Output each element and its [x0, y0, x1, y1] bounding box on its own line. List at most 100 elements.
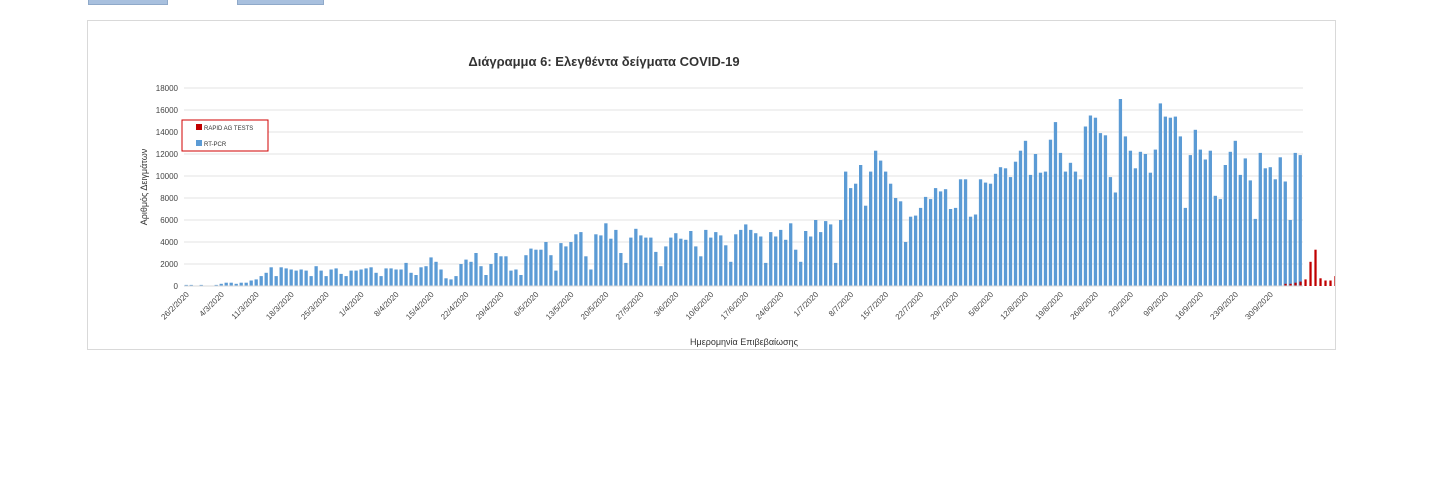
y-tick-label: 8000 [160, 194, 178, 203]
x-tick-label: 15/4/2020 [404, 290, 436, 322]
rt-pcr-bar [569, 242, 573, 286]
x-tick-label: 8/7/2020 [827, 290, 856, 319]
rt-pcr-bar [339, 273, 343, 286]
rt-pcr-bar [349, 270, 353, 286]
top-tab-right[interactable] [237, 0, 324, 5]
rt-pcr-bar [744, 224, 748, 286]
x-tick-label: 5/8/2020 [967, 290, 996, 319]
rt-pcr-bar [1188, 155, 1192, 286]
rt-pcr-bar [888, 183, 893, 286]
rt-pcr-bar [903, 242, 908, 286]
rt-pcr-bar [938, 191, 943, 286]
rt-pcr-bar [284, 268, 288, 286]
rt-pcr-bar [968, 216, 973, 286]
rt-pcr-bar [1118, 99, 1123, 286]
rt-pcr-bar [993, 173, 998, 286]
rt-pcr-bar [454, 276, 458, 286]
x-tick-label: 13/5/2020 [544, 290, 576, 322]
rt-pcr-bar [849, 188, 853, 286]
rt-pcr-bar [839, 220, 843, 286]
rt-pcr-bar [1178, 136, 1183, 286]
rt-pcr-bar [244, 282, 248, 286]
rapid-ag-bar [1319, 278, 1322, 286]
rt-pcr-bar [1228, 151, 1232, 286]
rt-pcr-bar [779, 229, 783, 286]
rt-pcr-bar [913, 215, 918, 286]
rt-pcr-bar [544, 242, 548, 286]
rt-pcr-bar [1048, 139, 1053, 286]
rt-pcr-bar [709, 237, 713, 286]
rt-pcr-bar [684, 239, 688, 286]
x-axis-ticks: 26/2/2020 4/3/2020 11/3/2020 18/3/2020 25/3/… [159, 290, 1275, 322]
rt-pcr-bar [734, 234, 738, 286]
rt-pcr-bar [459, 264, 463, 286]
rt-pcr-bar [1063, 171, 1068, 286]
rt-pcr-bars [184, 99, 1302, 287]
rt-pcr-bar [1023, 140, 1028, 286]
rt-pcr-bar [1288, 220, 1292, 286]
rt-pcr-bar [1238, 174, 1242, 286]
rt-pcr-bar [634, 228, 638, 286]
rt-pcr-bar [504, 256, 508, 286]
y-tick-label: 10000 [156, 172, 179, 181]
rt-pcr-bar [868, 171, 873, 286]
rt-pcr-bar [859, 165, 863, 286]
rt-pcr-bar [609, 238, 613, 286]
x-tick-label: 3/6/2020 [652, 290, 681, 319]
x-tick-label: 10/6/2020 [684, 290, 716, 322]
rt-pcr-bar [873, 150, 878, 286]
rt-pcr-bar [1123, 136, 1128, 286]
rt-pcr-bar [1003, 168, 1008, 286]
rt-pcr-bar [1013, 161, 1018, 286]
rt-pcr-bar [474, 253, 478, 286]
rt-pcr-bar [309, 276, 313, 286]
rt-pcr-bar [1148, 172, 1153, 286]
x-axis-label: Ημερομηνία Επιβεβαίωσης [690, 337, 799, 347]
rt-pcr-bar [764, 262, 768, 286]
rt-pcr-bar [844, 171, 848, 286]
x-tick-label: 30/9/2020 [1243, 290, 1275, 322]
rt-pcr-bar [759, 236, 763, 286]
rt-pcr-bar [1213, 195, 1217, 286]
x-tick-label: 15/7/2020 [859, 290, 891, 322]
rt-pcr-bar [943, 189, 948, 286]
rapid-ag-bars [1284, 249, 1335, 286]
rt-pcr-bar [1068, 162, 1073, 286]
x-tick-label: 29/4/2020 [474, 290, 506, 322]
rt-pcr-bar [1073, 171, 1078, 286]
rt-pcr-bar [1033, 154, 1038, 286]
rt-pcr-bar [809, 236, 813, 286]
rapid-ag-bar [1309, 261, 1312, 286]
rt-pcr-bar [704, 229, 708, 286]
rt-pcr-bar [384, 268, 388, 286]
rapid-ag-bar [1299, 281, 1302, 286]
rt-pcr-bar [259, 276, 263, 286]
rt-pcr-bar [1193, 129, 1197, 286]
rt-pcr-bar [829, 224, 833, 286]
rt-pcr-bar [619, 253, 623, 286]
rt-pcr-bar [1088, 115, 1093, 286]
rt-pcr-bar [419, 267, 423, 286]
rt-pcr-bar [579, 232, 583, 286]
rt-pcr-bar [963, 179, 968, 286]
top-tab-left[interactable] [88, 0, 168, 5]
rt-pcr-bar [1128, 150, 1133, 286]
y-tick-label: 12000 [156, 150, 179, 159]
rt-pcr-bar [1103, 135, 1108, 286]
rt-pcr-bar [444, 278, 448, 286]
rt-pcr-bar [978, 179, 983, 286]
rt-pcr-bar [449, 279, 453, 286]
rt-pcr-bar [469, 261, 473, 286]
rt-pcr-bar [1168, 117, 1173, 286]
rt-pcr-bar [279, 267, 283, 286]
x-tick-label: 23/9/2020 [1208, 290, 1240, 322]
rt-pcr-bar [524, 255, 528, 286]
legend: RAPID AG TESTS RT-PCR [181, 119, 269, 152]
y-tick-label: 14000 [156, 128, 179, 137]
x-tick-label: 12/8/2020 [999, 290, 1031, 322]
rt-pcr-bar [399, 269, 403, 286]
rt-pcr-bar [534, 249, 538, 286]
rt-pcr-bar [958, 179, 963, 286]
rt-pcr-bar [1208, 150, 1212, 286]
rt-pcr-bar [404, 262, 408, 286]
